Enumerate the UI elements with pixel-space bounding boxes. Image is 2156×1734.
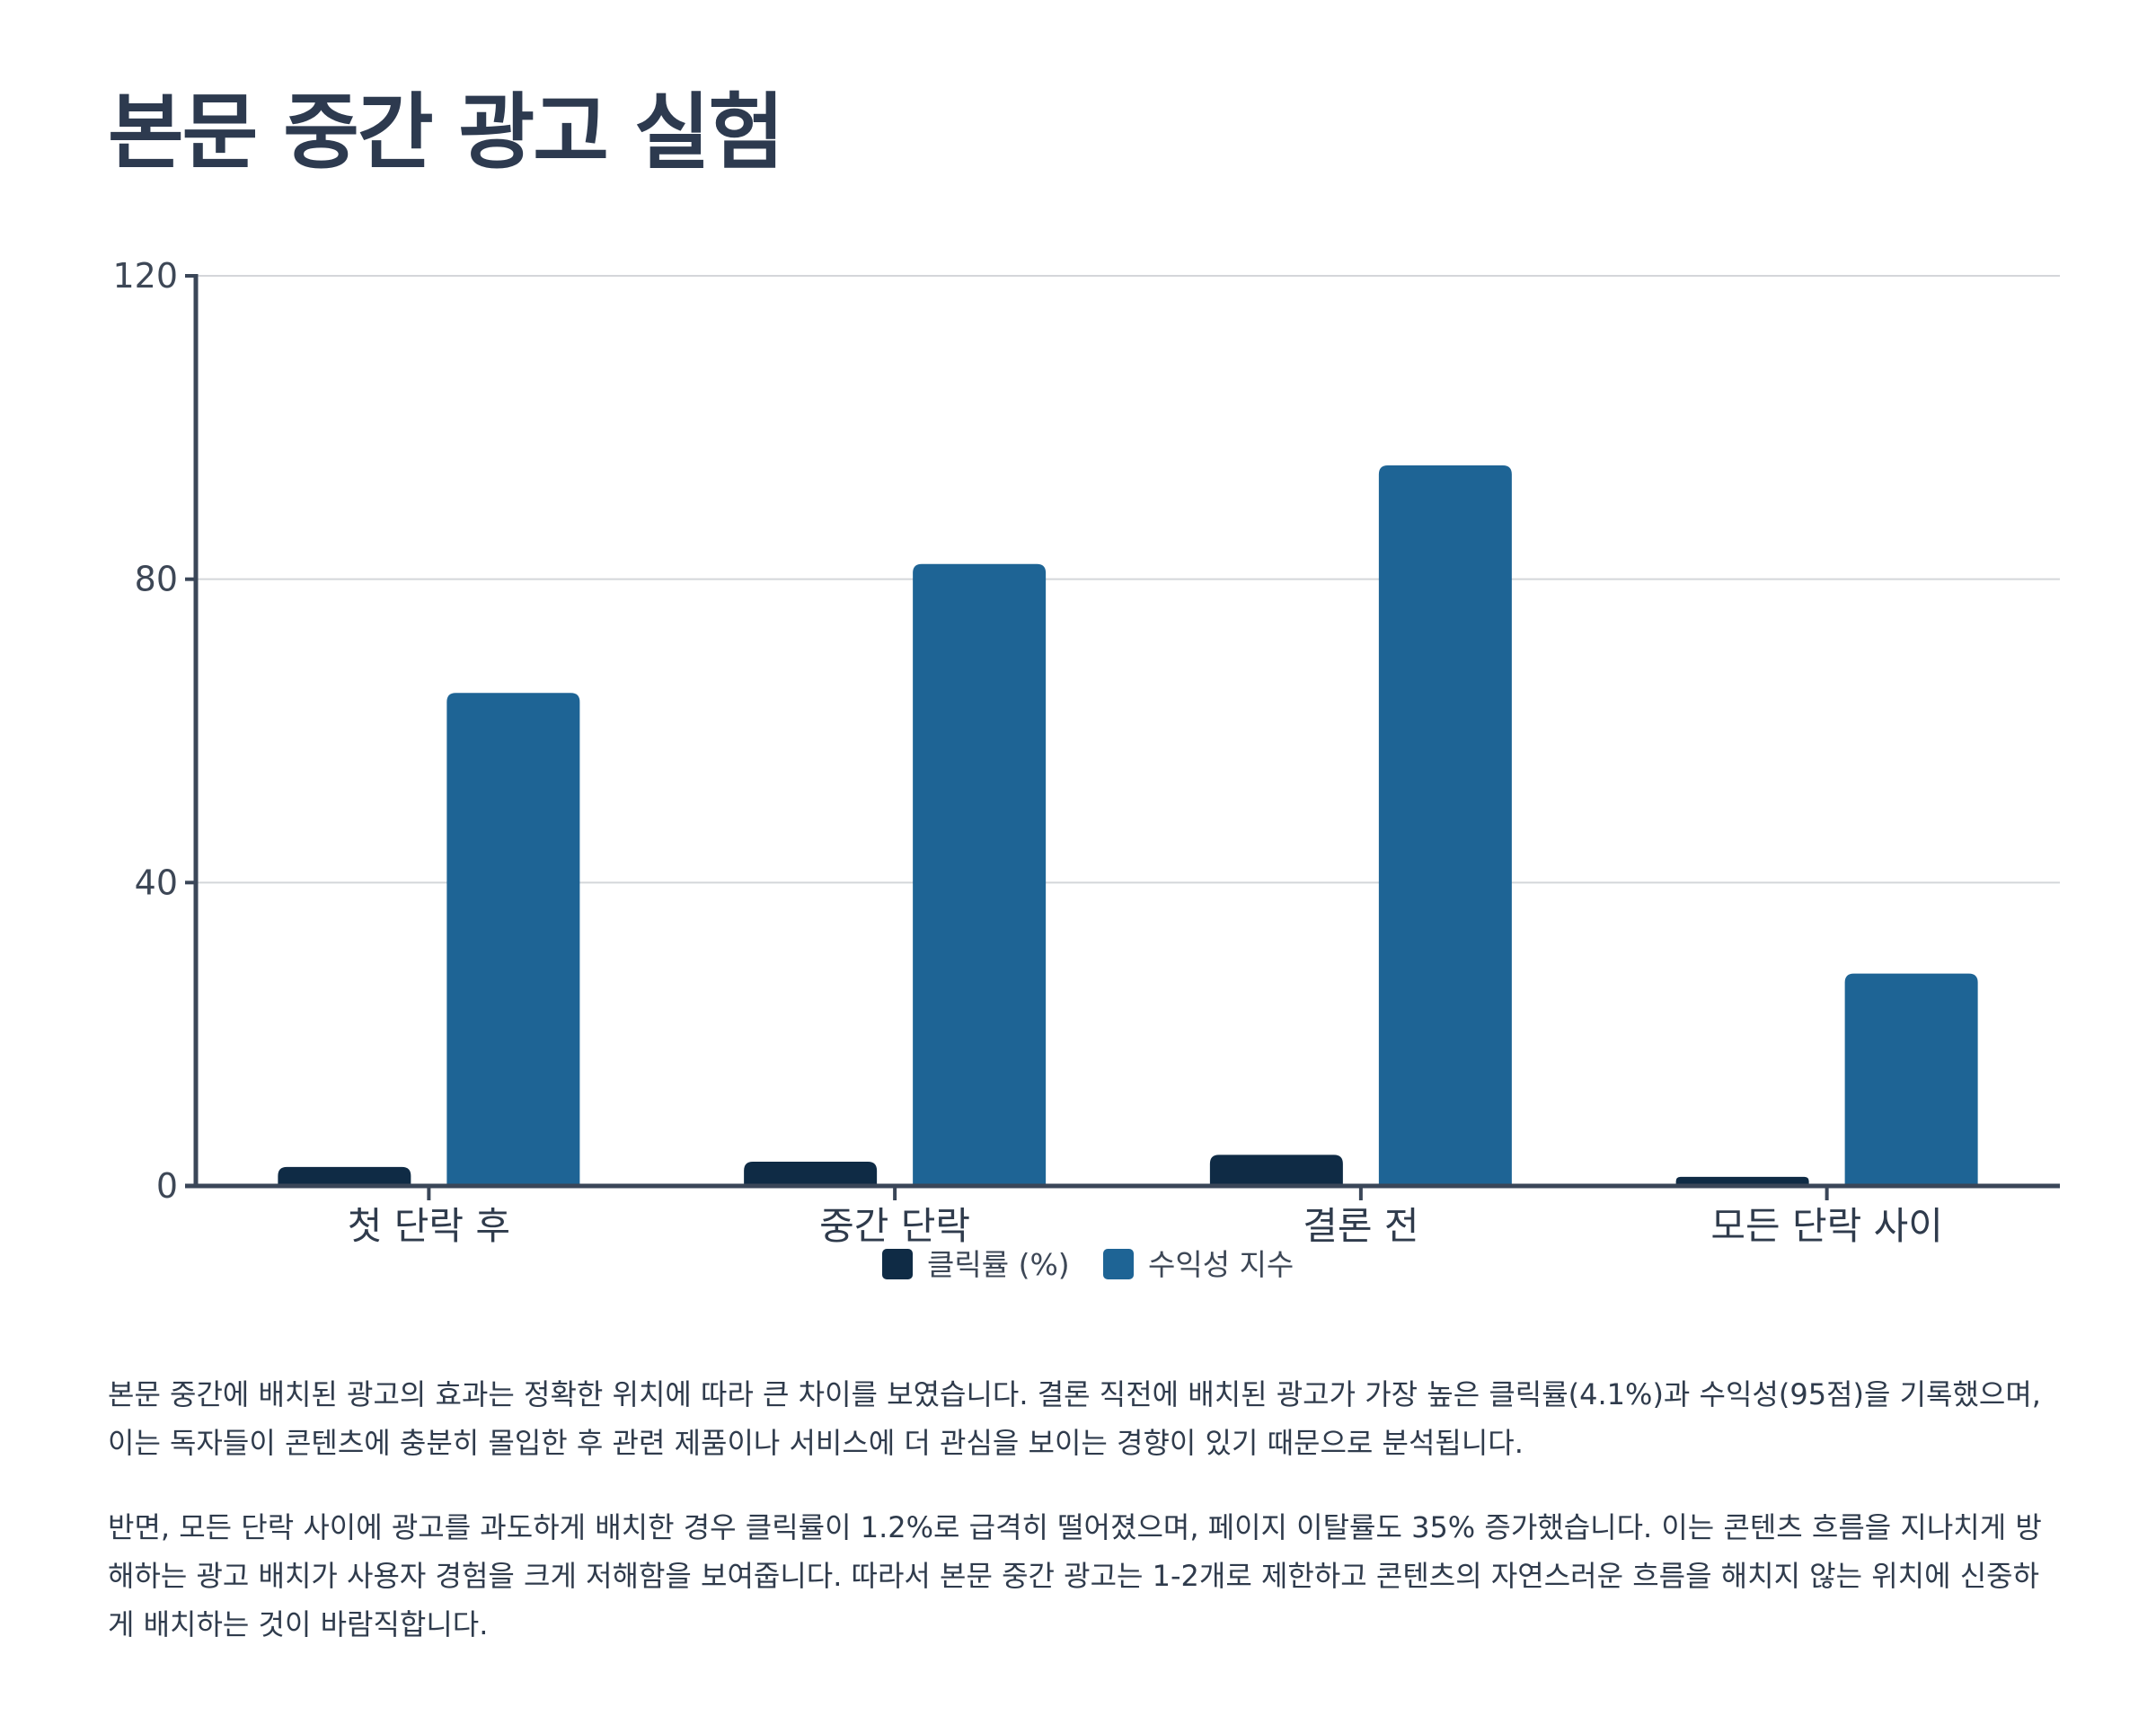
bar-ctr-0 [278, 1166, 411, 1186]
bar-ctr-2 [1209, 1155, 1343, 1186]
bar-revenue-0 [446, 693, 580, 1186]
y-tick-label-1: 40 [135, 863, 178, 902]
legend-swatch-0 [882, 1249, 913, 1279]
bar-chart: 0 40 80 120 첫 단락 후 중간 단락 결론 전 모든 단락 사이 클릭률 (%) 수… [112, 256, 2060, 1282]
bar-revenue-1 [913, 563, 1047, 1186]
x-tick-label-1: 중간 단락 [819, 1204, 970, 1248]
paragraph-1: 본문 중간에 배치된 광고의 효과는 정확한 위치에 따라 큰 차이를 보였습니… [108, 1377, 2041, 1460]
axis-labels: 0 40 80 120 첫 단락 후 중간 단락 결론 전 모든 단락 사이 [112, 256, 1942, 1248]
y-tick-label-3: 120 [112, 256, 178, 296]
paragraph-2: 반면, 모든 단락 사이에 광고를 과도하게 배치한 경우 클릭률이 1.2%로… [108, 1510, 2042, 1641]
legend-label-1: 수익성 지수 [1148, 1247, 1294, 1282]
y-tick-label-2: 80 [135, 560, 178, 599]
bars [278, 465, 1978, 1186]
legend-swatch-1 [1103, 1249, 1134, 1279]
legend-label-0: 클릭률 (%) [927, 1247, 1070, 1282]
body-text: 본문 중간에 배치된 광고의 효과는 정확한 위치에 따라 큰 차이를 보였습니… [108, 1370, 2057, 1685]
bar-revenue-2 [1378, 465, 1512, 1186]
bar-ctr-1 [744, 1161, 878, 1186]
axes [185, 274, 2060, 1200]
bar-ctr-3 [1675, 1176, 1809, 1186]
x-tick-label-2: 결론 전 [1303, 1204, 1418, 1248]
y-tick-label-0: 0 [156, 1166, 178, 1206]
legend: 클릭률 (%) 수익성 지수 [882, 1247, 1294, 1282]
bar-revenue-3 [1844, 973, 1978, 1186]
x-tick-label-3: 모든 단락 사이 [1710, 1204, 1943, 1248]
page-title: 본문 중간 광고 실험 [108, 84, 784, 181]
x-tick-label-0: 첫 단락 후 [348, 1204, 510, 1248]
